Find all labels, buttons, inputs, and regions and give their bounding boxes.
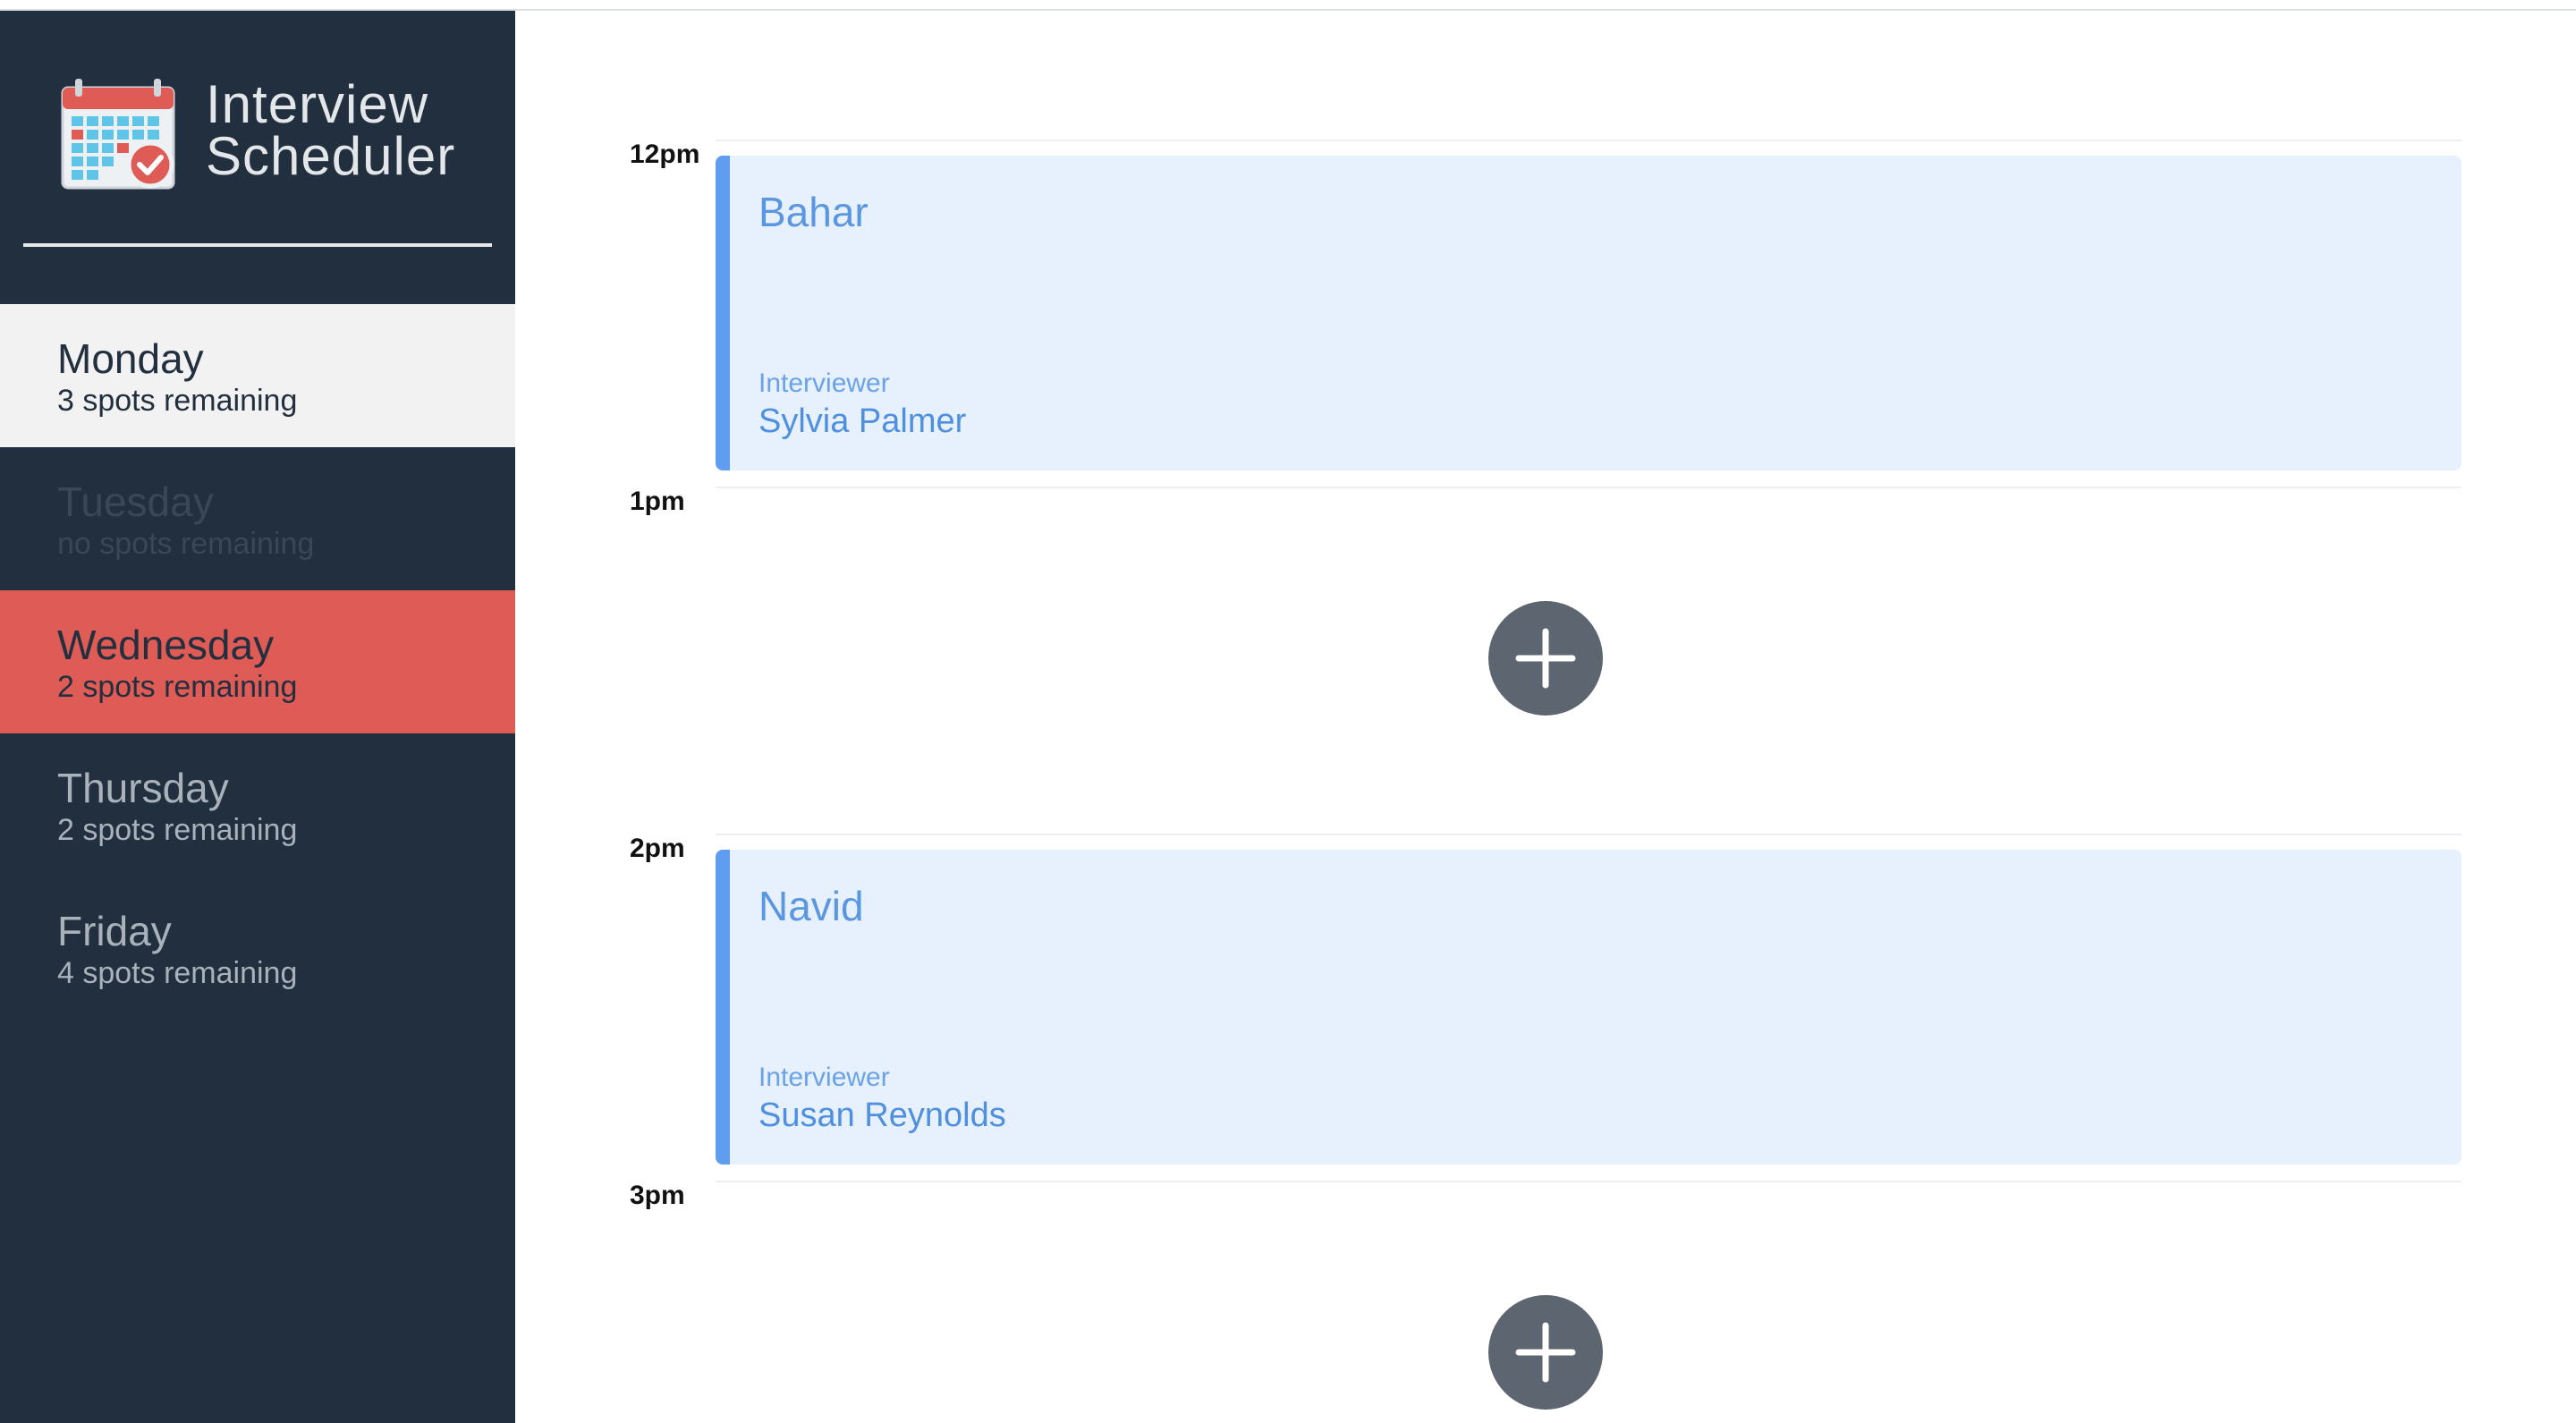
slot-separator — [716, 834, 2462, 835]
day-item-monday[interactable]: Monday 3 spots remaining — [0, 304, 515, 447]
day-spots: 3 spots remaining — [57, 384, 298, 418]
interviewer-name: Susan Reynolds — [758, 1097, 1006, 1134]
interviewer-label: Interviewer — [758, 368, 890, 398]
time-slot-1pm: 1pm — [515, 487, 2576, 834]
day-list: Monday 3 spots remaining Tuesday no spot… — [0, 304, 515, 1020]
top-border — [0, 0, 2576, 11]
slot-separator — [716, 487, 2462, 488]
app-title-line1: Interview — [206, 74, 429, 134]
add-appointment-button[interactable] — [1488, 1295, 1603, 1410]
day-item-thursday[interactable]: Thursday 2 spots remaining — [0, 733, 515, 877]
day-name: Monday — [57, 335, 204, 382]
slot-separator — [716, 140, 2462, 141]
day-item-tuesday[interactable]: Tuesday no spots remaining — [0, 447, 515, 590]
slot-time: 3pm — [630, 1181, 685, 1210]
slot-time: 1pm — [630, 487, 685, 516]
day-spots: no spots remaining — [57, 527, 315, 561]
day-item-friday[interactable]: Friday 4 spots remaining — [0, 877, 515, 1020]
day-spots: 4 spots remaining — [57, 956, 298, 990]
day-name: Wednesday — [57, 622, 275, 668]
time-slot-12pm: 12pm Bahar Interviewer Sylvia Palmer — [515, 140, 2576, 487]
calendar-check-icon — [61, 79, 175, 190]
time-slot-3pm: 3pm — [515, 1181, 2576, 1423]
sidebar: Interview Scheduler Monday 3 spots remai… — [0, 11, 515, 1423]
slot-separator — [716, 1181, 2462, 1182]
day-spots: 2 spots remaining — [57, 813, 298, 847]
day-name: Tuesday — [57, 479, 214, 525]
plus-icon — [1515, 628, 1576, 689]
plus-icon — [1515, 1322, 1576, 1383]
time-slot-2pm: 2pm Navid Interviewer Susan Reynolds — [515, 834, 2576, 1181]
student-name: Navid — [758, 883, 864, 929]
appointment-card[interactable]: Navid Interviewer Susan Reynolds — [716, 850, 2462, 1165]
student-name: Bahar — [758, 189, 869, 235]
slot-time: 2pm — [630, 834, 685, 863]
add-appointment-button[interactable] — [1488, 601, 1603, 716]
schedule: 12pm Bahar Interviewer Sylvia Palmer 1pm… — [515, 11, 2576, 1423]
appointment-card[interactable]: Bahar Interviewer Sylvia Palmer — [716, 156, 2462, 470]
interviewer-label: Interviewer — [758, 1063, 890, 1092]
slot-time: 12pm — [630, 140, 700, 169]
interviewer-name: Sylvia Palmer — [758, 402, 967, 440]
brand: Interview Scheduler — [0, 11, 515, 252]
day-spots: 2 spots remaining — [57, 670, 298, 704]
day-name: Thursday — [57, 765, 229, 811]
day-name: Friday — [57, 908, 172, 954]
app-title: Interview Scheduler — [206, 74, 456, 186]
day-item-wednesday[interactable]: Wednesday 2 spots remaining — [0, 590, 515, 733]
brand-divider — [23, 243, 492, 247]
app-title-line2: Scheduler — [206, 126, 456, 186]
